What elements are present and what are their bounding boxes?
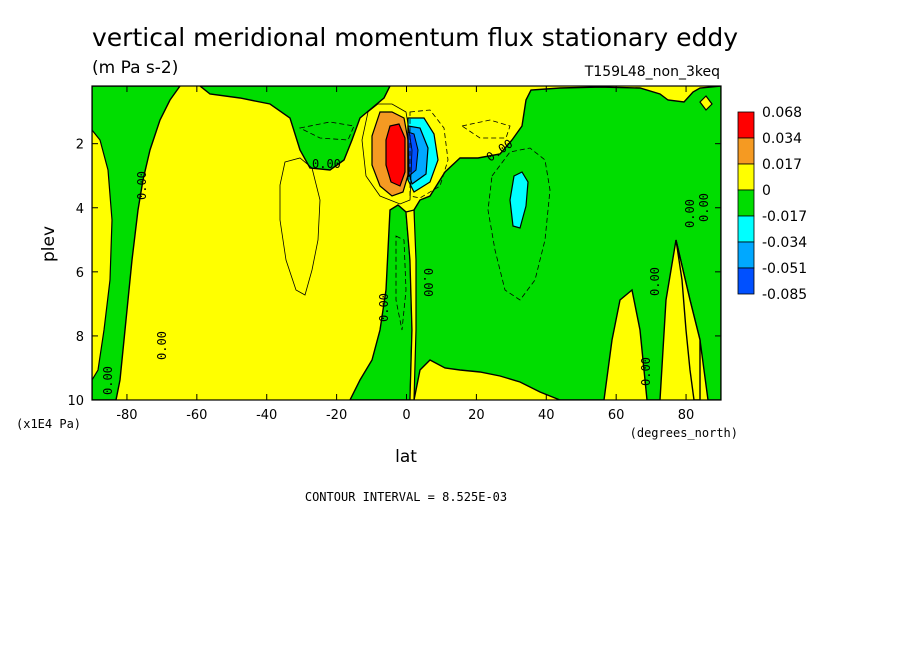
fill-equatorial-negative: [349, 204, 413, 400]
fill-nh-subtropical-negative: [509, 171, 529, 229]
fill-nh-polar-positive: [675, 239, 701, 400]
legend-level-label: 0.017: [762, 157, 802, 173]
x-tick-label: 80: [678, 408, 695, 423]
legend-swatch: [737, 137, 755, 165]
x-tick-label: -80: [116, 408, 137, 423]
fill-nh-polar-positive: [699, 95, 713, 111]
chart-units: (m Pa s-2): [92, 58, 178, 78]
fill-equatorial-positive: [405, 209, 417, 400]
legend-level-label: 0.034: [762, 131, 802, 147]
contour-line: [395, 235, 407, 331]
legend-level-label: -0.051: [762, 261, 807, 277]
contour-label: 0.00: [648, 267, 662, 296]
x-axis-label: lat: [395, 447, 417, 467]
contour-label: 0.00: [101, 366, 115, 395]
legend-level-label: -0.085: [762, 287, 807, 303]
x-axis: -80 -60 -40 -20 0 20 40 60 80: [116, 86, 694, 423]
y-axis: 2 4 6 8 10: [67, 138, 721, 409]
legend-swatch: [737, 111, 755, 139]
y-axis-units: (x1E4 Pa): [16, 417, 81, 431]
fill-sh-polar-positive: [92, 129, 113, 382]
y-tick-label: 8: [76, 330, 84, 345]
fill-sh-upper-negative: [198, 86, 391, 171]
y-tick-label: 4: [76, 202, 84, 217]
legend-level-label: -0.034: [762, 235, 807, 251]
x-tick-label: 60: [608, 408, 625, 423]
contour-label: 0.00: [639, 357, 653, 386]
legend-level-label: -0.017: [762, 209, 807, 225]
chart-title: vertical meridional momentum flux statio…: [92, 23, 738, 52]
x-tick-label: 40: [538, 408, 555, 423]
x-axis-units: (degrees_north): [630, 426, 738, 440]
y-tick-label: 2: [76, 138, 84, 153]
contour-line: [460, 119, 511, 139]
contour-label: 0.00: [697, 193, 711, 222]
contour-line: [298, 121, 355, 141]
y-axis-label: plev: [39, 226, 59, 262]
contour-line: [279, 157, 321, 296]
x-tick-label: 20: [468, 408, 485, 423]
contour-label: 0.00: [155, 331, 169, 360]
fill-sh-polar-negative: [92, 86, 181, 400]
contour-line: [487, 147, 551, 301]
contour-interval-note: CONTOUR INTERVAL = 8.525E-03: [305, 490, 507, 504]
legend-swatch: [737, 241, 755, 269]
contour-label: 0.00: [135, 171, 149, 200]
x-tick-label: -60: [186, 408, 207, 423]
run-label: T159L48_non_3keq: [584, 64, 720, 80]
plot-area: 0.00 0.00 0.00 0.00 0.00 0.00 0.00 0.00 …: [92, 86, 721, 400]
y-tick-label: 6: [76, 266, 84, 281]
legend: 0.068 0.034 0.017 0 -0.017 -0.034 -0.051 -0.085: [737, 105, 807, 303]
contour-label: 0.00: [683, 199, 697, 228]
x-tick-label: -40: [256, 408, 277, 423]
contour-label: 0.00: [377, 293, 391, 322]
legend-swatch: [737, 189, 755, 217]
y-tick-label: 10: [67, 394, 84, 409]
x-tick-label: -20: [326, 408, 347, 423]
fill-nh-negative: [413, 86, 721, 400]
contour-labels: 0.00 0.00 0.00 0.00 0.00 0.00 0.00 0.00 …: [101, 136, 711, 395]
legend-level-label: 0: [762, 183, 771, 199]
legend-swatch: [737, 267, 755, 295]
legend-swatch: [737, 163, 755, 191]
contour-label: 0.00: [421, 268, 435, 297]
contour-line: [409, 109, 449, 199]
legend-swatch: [737, 215, 755, 243]
x-tick-label: 0: [402, 408, 410, 423]
legend-level-label: 0.068: [762, 105, 802, 121]
contour-label: 0.00: [312, 157, 341, 171]
fill-positive-max: [385, 123, 406, 187]
contour-line: [361, 103, 413, 205]
